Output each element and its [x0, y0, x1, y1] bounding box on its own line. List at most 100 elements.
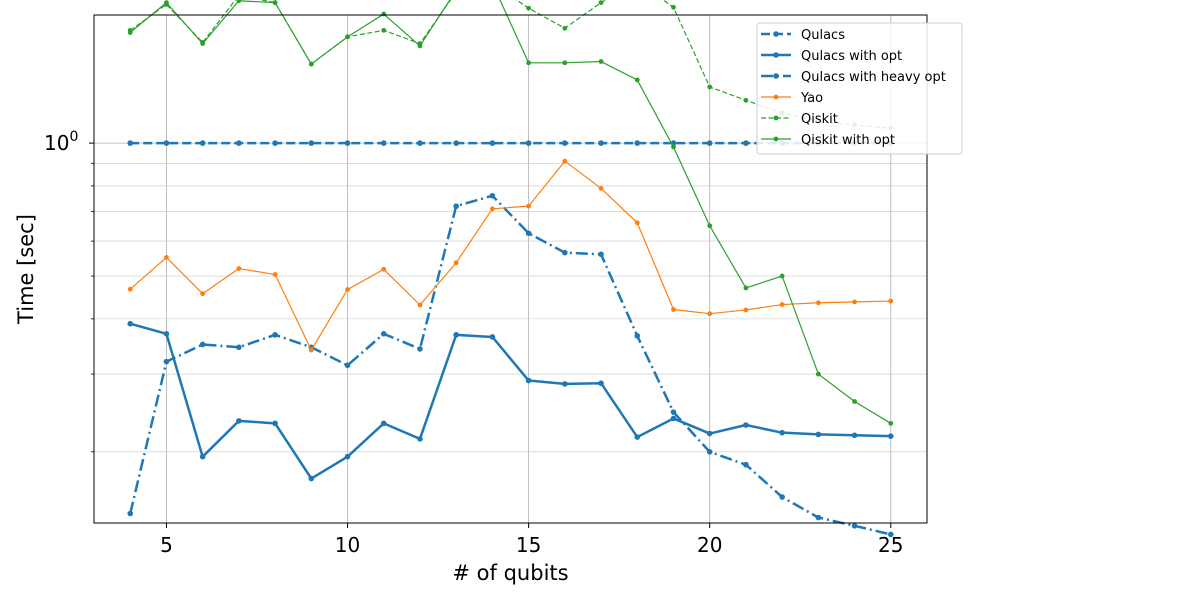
- data-point: [888, 298, 894, 304]
- series-line: [129, 0, 892, 424]
- data-point: [598, 0, 604, 6]
- data-point: [272, 332, 278, 338]
- data-point: [562, 249, 568, 256]
- data-point: [526, 60, 532, 66]
- series-2: [127, 192, 894, 538]
- data-point: [380, 331, 387, 337]
- series-lines: [127, 0, 894, 538]
- data-point: [199, 453, 206, 460]
- data-point: [743, 140, 749, 146]
- legend-entry: Qulacs with heavy opt: [761, 70, 946, 85]
- data-point: [634, 434, 641, 440]
- x-tick-label: 20: [697, 533, 722, 557]
- legend-entry: Qulacs with opt: [761, 49, 902, 64]
- data-point: [236, 0, 242, 4]
- data-point: [272, 140, 278, 146]
- data-point: [706, 449, 713, 455]
- plot-area-frame: [93, 14, 928, 524]
- data-point: [308, 475, 315, 482]
- data-point: [851, 523, 858, 529]
- data-point: [706, 140, 713, 146]
- legend: Qulacs Qulacs with opt Qulacs with heavy o…: [756, 22, 963, 155]
- data-point: [127, 510, 134, 517]
- data-point: [598, 380, 604, 387]
- legend-box: [756, 22, 963, 155]
- data-point: [887, 433, 894, 439]
- data-point: [852, 299, 857, 305]
- data-point: [344, 362, 351, 369]
- data-point: [308, 61, 314, 67]
- data-point: [163, 140, 170, 146]
- x-tick-label: 10: [335, 533, 360, 557]
- legend-label: Qulacs with opt: [801, 49, 902, 64]
- data-point: [707, 84, 713, 90]
- series-line: [129, 160, 891, 351]
- data-point: [598, 185, 604, 191]
- data-point: [381, 11, 387, 17]
- legend-entry: Yao: [761, 91, 823, 106]
- data-point: [344, 453, 351, 460]
- data-point: [707, 311, 713, 317]
- data-point: [453, 203, 459, 209]
- data-point: [562, 25, 568, 31]
- data-point: [743, 461, 749, 468]
- legend-marker: [773, 94, 779, 100]
- data-point: [381, 27, 387, 33]
- legend-marker: [773, 31, 779, 37]
- data-point: [525, 377, 532, 384]
- y-tick-exponent: 0: [69, 129, 78, 145]
- data-point: [815, 514, 822, 521]
- data-point: [562, 140, 568, 146]
- data-point: [525, 140, 532, 146]
- legend-label: Yao: [800, 91, 823, 106]
- data-point: [743, 422, 749, 428]
- data-point: [200, 291, 206, 297]
- data-point: [164, 0, 169, 6]
- series-3: [127, 158, 894, 353]
- data-point: [489, 206, 495, 212]
- data-point: [417, 346, 423, 352]
- data-point: [127, 320, 134, 327]
- series-5: [127, 0, 894, 426]
- data-point: [851, 432, 858, 439]
- data-point: [272, 272, 278, 277]
- data-point: [236, 418, 242, 424]
- data-point: [417, 140, 423, 146]
- data-point: [887, 531, 894, 538]
- x-axis-label: # of qubits: [452, 561, 568, 585]
- data-point: [236, 344, 242, 351]
- data-point: [489, 140, 496, 146]
- legend-entry: Qiskit: [761, 112, 838, 127]
- data-point: [634, 220, 640, 226]
- data-point: [200, 41, 206, 46]
- data-point: [634, 333, 641, 339]
- data-point: [634, 77, 640, 83]
- data-point: [308, 140, 315, 146]
- data-point: [525, 230, 532, 237]
- data-point: [815, 431, 822, 438]
- data-point: [779, 273, 785, 279]
- legend-label: Qulacs with heavy opt: [801, 70, 946, 85]
- data-point: [380, 420, 387, 427]
- data-point: [779, 302, 785, 307]
- series-1: [127, 320, 894, 482]
- data-point: [815, 300, 821, 306]
- data-point: [526, 5, 532, 11]
- data-point: [598, 59, 604, 64]
- legend-entry: Qulacs: [761, 28, 845, 43]
- data-point: [743, 97, 749, 103]
- series-line: [129, 194, 892, 536]
- data-point: [453, 332, 459, 338]
- data-point: [852, 399, 857, 404]
- data-point: [199, 341, 206, 348]
- data-point: [272, 420, 278, 427]
- data-point: [489, 192, 496, 199]
- data-point: [779, 429, 785, 436]
- data-point: [598, 251, 604, 258]
- data-point: [453, 140, 459, 146]
- data-point: [127, 140, 134, 146]
- data-point: [707, 223, 713, 229]
- data-point: [815, 371, 821, 377]
- data-point: [598, 140, 604, 146]
